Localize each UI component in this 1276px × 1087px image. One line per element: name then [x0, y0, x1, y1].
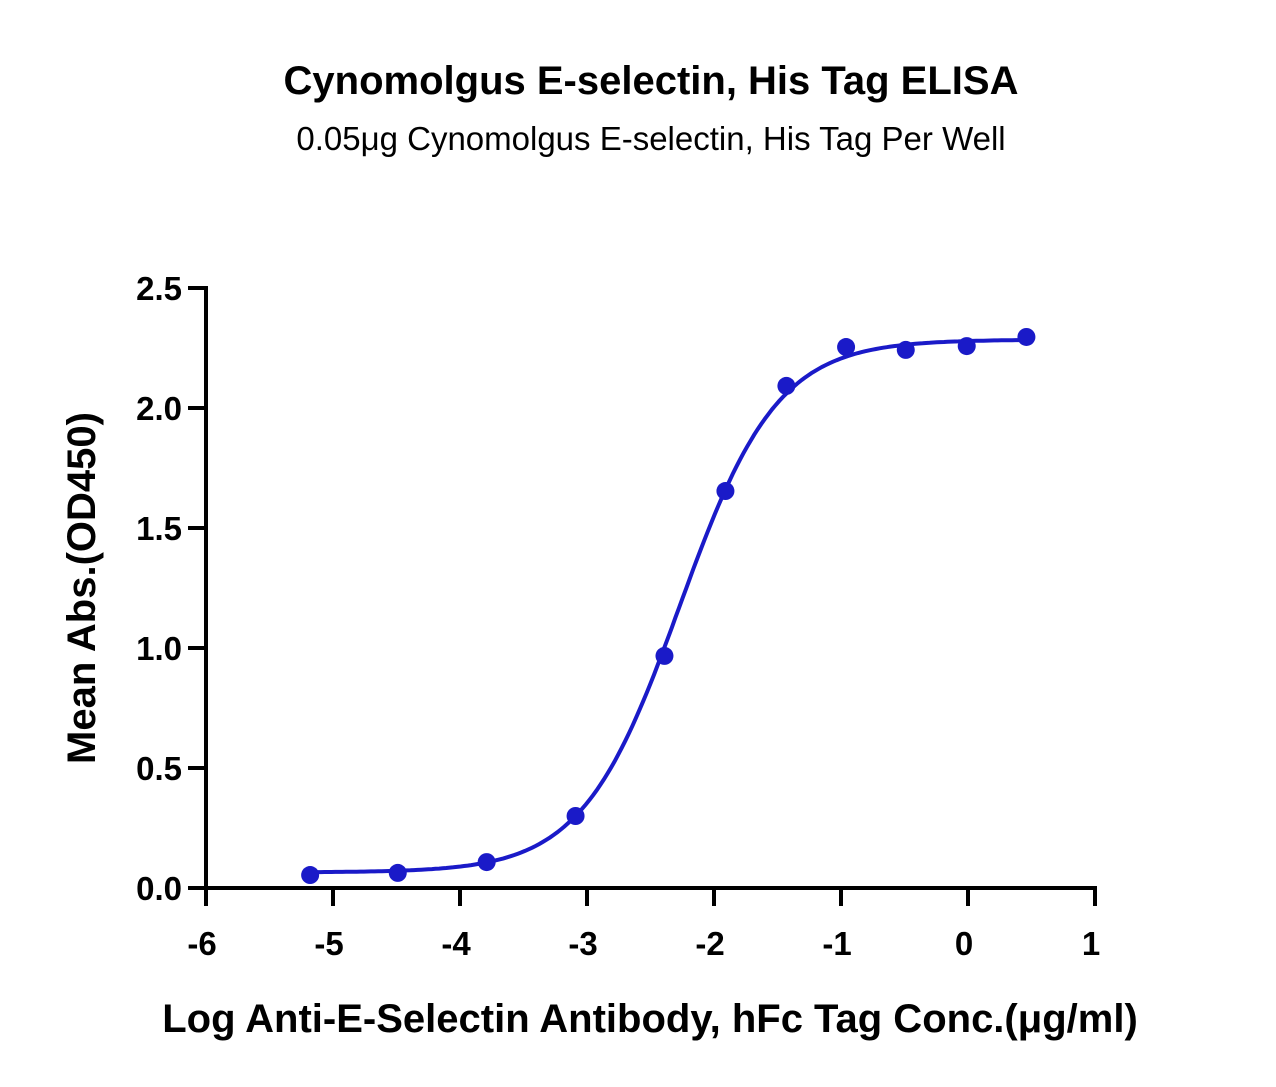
data-point	[1017, 327, 1036, 346]
fit-curve	[310, 338, 1027, 875]
x-tick-label: -5	[314, 925, 343, 962]
chart-title: Cynomolgus E-selectin, His Tag ELISA	[284, 59, 1019, 103]
x-tick-label: 0	[955, 925, 973, 962]
y-tick-label: 0.5	[136, 750, 182, 787]
y-tick-label: 1.0	[136, 630, 182, 667]
x-tick-label: -2	[695, 925, 724, 962]
y-axis-label: Mean Abs.(OD450)	[60, 412, 104, 764]
data-point	[716, 482, 735, 501]
data-point	[896, 340, 915, 359]
data-point	[477, 853, 496, 872]
x-axis-label: Log Anti-E-Selectin Antibody, hFc Tag Co…	[162, 997, 1138, 1041]
x-tick-label: -1	[822, 925, 851, 962]
chart-subtitle: 0.05μg Cynomolgus E-selectin, His Tag Pe…	[296, 120, 1005, 157]
data-point	[837, 338, 856, 357]
y-tick-label: 1.5	[136, 510, 182, 547]
y-tick-label: 2.5	[136, 270, 182, 307]
y-tick-label: 2.0	[136, 390, 182, 427]
x-tick-label: -4	[441, 925, 471, 962]
data-point	[777, 376, 796, 395]
x-tick-label: -3	[568, 925, 597, 962]
data-point	[388, 863, 407, 882]
data-point	[566, 807, 585, 825]
x-tick-label: -6	[187, 925, 216, 962]
x-tick-label: 1	[1082, 925, 1100, 962]
y-tick-label: 0.0	[136, 870, 182, 907]
data-point	[301, 866, 320, 885]
data-point	[957, 337, 976, 356]
data-point	[655, 646, 674, 665]
